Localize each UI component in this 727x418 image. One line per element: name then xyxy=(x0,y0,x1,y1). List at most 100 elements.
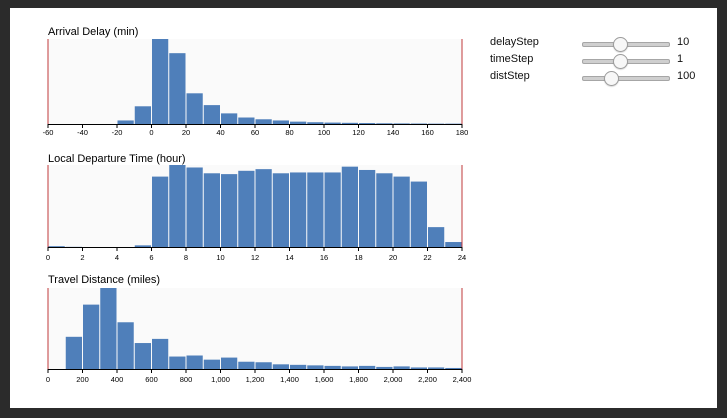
travel-distance-tick-label: 2,200 xyxy=(418,375,437,384)
arrival-delay-bar xyxy=(117,120,134,124)
histogram-charts: Arrival Delay (min)-60 -40 -20 0 20 40 60 80 100… xyxy=(43,26,472,384)
travel-distance-tick-label: 1,600 xyxy=(315,375,334,384)
departure-time-bar xyxy=(428,227,445,247)
departure-time-tick-label: 14 xyxy=(285,253,293,262)
arrival-delay-tick-label: -60 xyxy=(43,128,54,137)
arrival-delay-bar xyxy=(307,122,324,124)
time-step-slider[interactable] xyxy=(582,54,670,69)
travel-distance-bar xyxy=(186,355,203,369)
arrival-delay-tick-label: 100 xyxy=(318,128,331,137)
departure-time-bar xyxy=(221,174,238,247)
arrival-delay-bar xyxy=(393,123,410,124)
departure-time-tick-label: 6 xyxy=(149,253,153,262)
arrival-delay-tick-label: 40 xyxy=(216,128,224,137)
departure-time-bar xyxy=(341,166,358,247)
arrival-delay-bar xyxy=(255,119,272,124)
delay-step-slider-handle[interactable] xyxy=(612,37,628,52)
arrival-delay-tick-label: 80 xyxy=(285,128,293,137)
departure-time-tick-label: 18 xyxy=(354,253,362,262)
travel-distance-plot-area[interactable] xyxy=(48,288,462,369)
travel-distance-tick-label: 2,000 xyxy=(384,375,403,384)
travel-distance-tick-label: 1,400 xyxy=(280,375,299,384)
delay-step-value: 10 xyxy=(677,36,690,48)
departure-time-bar xyxy=(393,176,410,247)
arrival-delay-tick-label: -20 xyxy=(112,128,123,137)
arrival-delay-bar xyxy=(341,122,358,124)
departure-time-bar xyxy=(238,170,255,247)
travel-distance-bar xyxy=(238,361,255,369)
arrival-delay-bar xyxy=(272,120,289,124)
travel-distance-bar xyxy=(152,338,169,369)
departure-time-tick-label: 2 xyxy=(80,253,84,262)
arrival-delay-plot-area[interactable] xyxy=(48,39,462,124)
travel-distance-bar xyxy=(117,322,134,369)
departure-time-bar xyxy=(307,172,324,247)
dist-step-control: distStep 100 xyxy=(490,69,710,86)
departure-time-bar xyxy=(410,181,427,247)
arrival-delay-bar xyxy=(376,123,393,124)
travel-distance-bar xyxy=(341,366,358,369)
dist-step-label: distStep xyxy=(490,70,530,82)
travel-distance-bar xyxy=(410,367,427,369)
travel-distance-bar xyxy=(393,366,410,369)
travel-distance-tick-label: 0 xyxy=(46,375,50,384)
departure-time-bar xyxy=(203,173,220,247)
arrival-delay-tick-label: 160 xyxy=(421,128,434,137)
departure-time-tick-label: 16 xyxy=(320,253,328,262)
arrival-delay-chart-title: Arrival Delay (min) xyxy=(48,26,138,38)
arrival-delay-bar xyxy=(359,123,376,124)
travel-distance-bar xyxy=(169,356,186,369)
travel-distance-tick-label: 1,200 xyxy=(246,375,265,384)
travel-distance-bar xyxy=(83,304,100,369)
departure-time-tick-label: 10 xyxy=(216,253,224,262)
arrival-delay-bar xyxy=(169,53,186,124)
departure-time-bar xyxy=(324,172,341,247)
arrival-delay-bar xyxy=(221,113,238,124)
departure-time-plot-area[interactable] xyxy=(48,165,462,247)
travel-distance-bar xyxy=(134,343,151,369)
departure-time-bar xyxy=(445,242,462,247)
travel-distance-tick-label: 2,400 xyxy=(453,375,472,384)
departure-time-bar xyxy=(376,173,393,247)
arrival-delay-tick-label: 20 xyxy=(182,128,190,137)
time-step-control: timeStep 1 xyxy=(490,52,710,69)
travel-distance-tick-label: 800 xyxy=(180,375,193,384)
delay-step-label: delayStep xyxy=(490,36,539,48)
departure-time-tick-label: 0 xyxy=(46,253,50,262)
travel-distance-chart-title: Travel Distance (miles) xyxy=(48,274,160,286)
travel-distance-bar xyxy=(445,367,462,369)
arrival-delay-bar xyxy=(134,106,151,124)
departure-time-tick-label: 22 xyxy=(423,253,431,262)
arrival-delay-tick-label: 140 xyxy=(387,128,400,137)
dist-step-slider[interactable] xyxy=(582,71,670,86)
travel-distance-bar xyxy=(324,365,341,369)
arrival-delay-tick-label: 120 xyxy=(352,128,365,137)
departure-time-tick-label: 8 xyxy=(184,253,188,262)
departure-time-bar xyxy=(290,172,307,247)
travel-distance-bar xyxy=(359,365,376,369)
departure-time-tick-label: 20 xyxy=(389,253,397,262)
departure-time-tick-label: 12 xyxy=(251,253,259,262)
travel-distance-tick-label: 400 xyxy=(111,375,124,384)
delay-step-slider[interactable] xyxy=(582,37,670,52)
departure-time-bar xyxy=(186,167,203,247)
departure-time-bar xyxy=(48,246,65,247)
arrival-delay-bar xyxy=(186,93,203,124)
departure-time-bar xyxy=(359,169,376,247)
dist-step-slider-handle[interactable] xyxy=(603,71,619,86)
departure-time-tick-label: 4 xyxy=(115,253,119,262)
departure-time-bar xyxy=(255,169,272,247)
travel-distance-bar xyxy=(376,366,393,369)
travel-distance-tick-label: 1,000 xyxy=(211,375,230,384)
travel-distance-tick-label: 600 xyxy=(145,375,158,384)
travel-distance-bar xyxy=(255,362,272,369)
chart-panel: Arrival Delay (min) -60 -40 -20 0 20 40 60 80 100… xyxy=(10,8,717,408)
departure-time-bar xyxy=(134,245,151,247)
time-step-slider-handle[interactable] xyxy=(612,54,628,69)
travel-distance-bar xyxy=(65,336,82,369)
arrival-delay-tick-label: 180 xyxy=(456,128,469,137)
travel-distance-tick-label: 200 xyxy=(76,375,89,384)
departure-time-bar xyxy=(169,165,186,247)
time-step-label: timeStep xyxy=(490,53,534,65)
travel-distance-tick-label: 1,800 xyxy=(349,375,368,384)
